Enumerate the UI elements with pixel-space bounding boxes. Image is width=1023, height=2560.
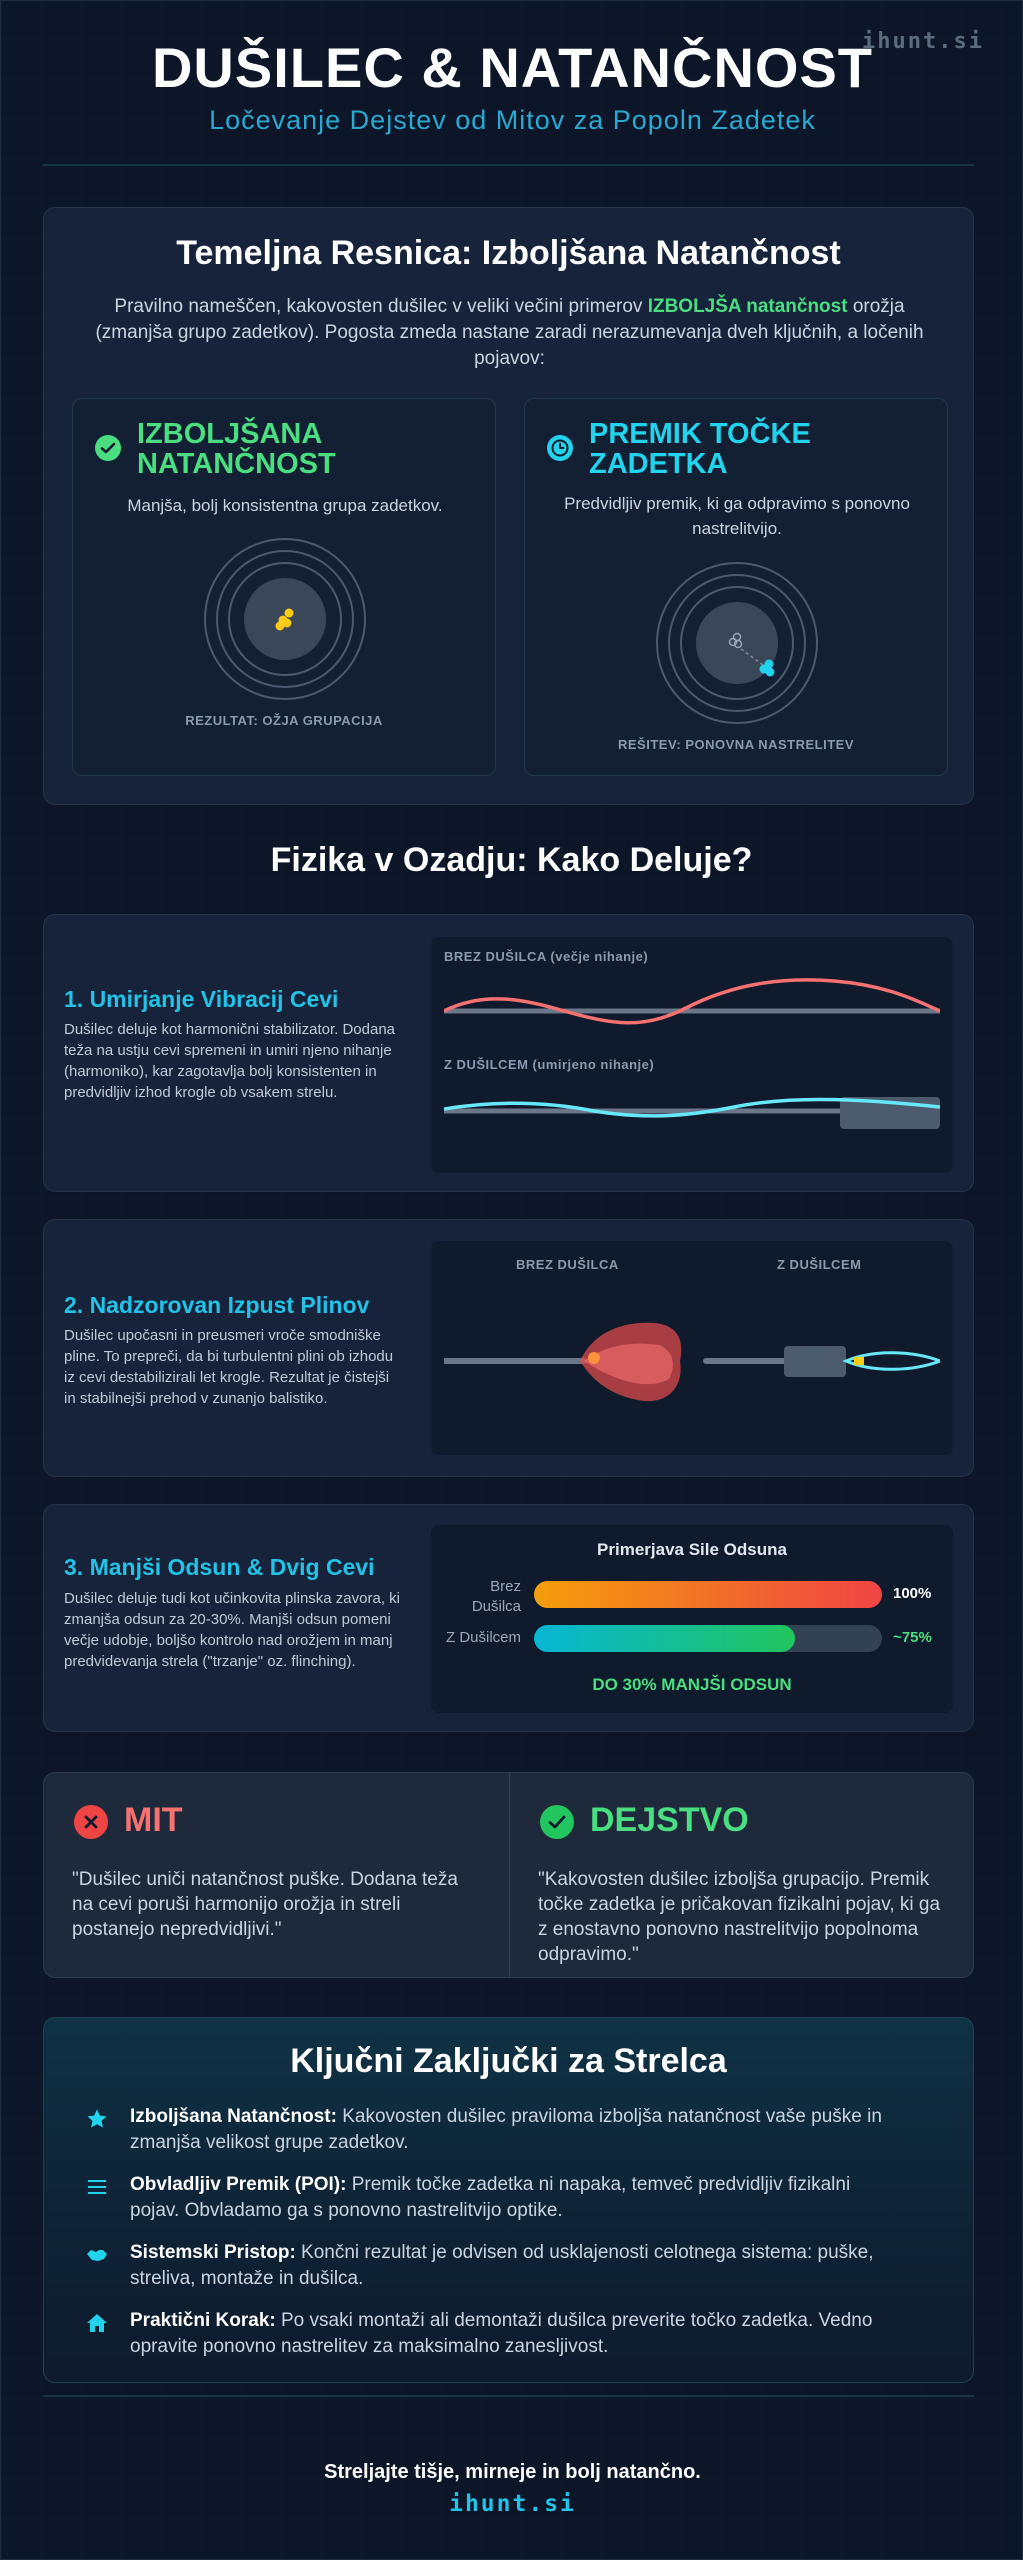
gas-comparison-icon [444, 1322, 940, 1402]
sliders-icon [88, 2180, 106, 2194]
takeaway-text: Po vsaki montaži ali demontaži dušilca p… [130, 2310, 873, 2357]
physics-card-gas: 2. Nadzorovan Izpust Plinov Dušilec upoč… [43, 1219, 974, 1477]
recoil-value-with: ~75% [893, 1629, 932, 1646]
poi-shift-card: PREMIK TOČKE ZADETKA Predvidljiv premik,… [524, 398, 948, 776]
gas-visual: BREZ DUŠILCA Z DUŠILCEM [431, 1241, 953, 1455]
accuracy-description: Manjša, bolj konsistentna grupa zadetkov… [127, 496, 443, 515]
poi-shift-caption: REŠITEV: PONOVNA NASTRELITEV [618, 737, 854, 752]
takeaway-bold: Izboljšana Natančnost: [130, 2106, 337, 2127]
gas-title: 2. Nadzorovan Izpust Plinov [64, 1292, 370, 1318]
barrel-wave-large-icon [444, 978, 940, 1025]
takeaway-bold: Sistemski Pristop: [130, 2242, 296, 2263]
recoil-value-without: 100% [893, 1585, 932, 1602]
gas-label-without: BREZ DUŠILCA [516, 1257, 619, 1272]
page-subtitle: Ločevanje Dejstev od Mitov za Popoln Zad… [209, 105, 816, 135]
myth-fact-divider [509, 1773, 510, 1977]
x-circle-icon [74, 1805, 108, 1839]
recoil-bar-with [534, 1625, 795, 1652]
vibration-label-without: BREZ DUŠILCA (večje nihanje) [444, 949, 649, 964]
clock-icon [547, 435, 573, 461]
fundamental-truth-card: Temeljna Resnica: Izboljšana Natančnost … [43, 207, 974, 805]
physics-title: Fizika v Ozadju: Kako Deluje? [270, 841, 753, 879]
vibration-label-with: Z DUŠILCEM (umirjeno nihanje) [444, 1057, 655, 1072]
barrel-wave-small-icon [444, 1097, 940, 1129]
target-shifted-group-icon [656, 562, 818, 724]
takeaways-card: Ključni Zaključki za Strelca Izboljšana … [43, 2017, 974, 2383]
recoil-bar-label-without: Brez Dušilca [471, 1578, 521, 1615]
accuracy-caption: REZULTAT: OŽJA GRUPACIJA [185, 713, 383, 728]
takeaway-item: Praktični Korak: Po vsaki montaži ali de… [87, 2308, 890, 2360]
takeaway-bold: Praktični Korak: [130, 2310, 276, 2331]
footer-tagline: Streljajte tišje, mirneje in bolj natanč… [324, 2461, 701, 2483]
poi-shift-description: Predvidljiv premik, ki ga odpravimo s po… [564, 494, 910, 538]
intro-text-end: orožja (zmanjša grupo zadetkov). Pogosta… [95, 296, 924, 369]
recoil-text: Dušilec deluje tudi kot učinkovita plins… [64, 1590, 400, 1670]
brand-logo-top: ihunt.si [862, 29, 984, 54]
fundamental-title: Temeljna Resnica: Izboljšana Natančnost [176, 234, 841, 272]
target-tight-group-icon [204, 538, 366, 700]
vibration-text: Dušilec deluje kot harmonični stabilizat… [64, 1021, 396, 1101]
recoil-title: 3. Manjši Odsun & Dvig Cevi [64, 1554, 375, 1580]
recoil-chart-title: Primerjava Sile Odsuna [597, 1540, 787, 1559]
poi-shift-title: PREMIK TOČKE ZADETKA [589, 418, 811, 480]
myth-title: MIT [124, 1801, 183, 1839]
home-icon [87, 2314, 107, 2332]
takeaway-item: Sistemski Pristop: Končni rezultat je od… [87, 2240, 890, 2292]
vibration-title: 1. Umirjanje Vibracij Cevi [64, 986, 339, 1012]
gas-text: Dušilec upočasni in preusmeri vroče smod… [64, 1327, 394, 1407]
accuracy-card: IZBOLJŠANA NATANČNOST Manjša, bolj konsi… [72, 398, 496, 776]
takeaway-item: Izboljšana Natančnost: Kakovosten dušile… [87, 2104, 890, 2156]
check-circle-icon [95, 435, 121, 461]
page-title: DUŠILEC & NATANČNOST [151, 36, 873, 99]
vibration-visual: BREZ DUŠILCA (večje nihanje) Z DUŠILCEM … [431, 937, 953, 1173]
fact-text: "Kakovosten dušilec izboljša grupacijo. … [538, 1869, 941, 1965]
fundamental-intro: Pravilno nameščen, kakovosten dušilec v … [84, 294, 935, 372]
fact-title: DEJSTVO [590, 1801, 749, 1839]
recoil-bar-without [534, 1581, 882, 1608]
intro-text-start: Pravilno nameščen, kakovosten dušilec v … [114, 296, 648, 317]
recoil-bar-track-with [534, 1625, 882, 1652]
recoil-chart: Primerjava Sile Odsuna Brez Dušilca 100%… [431, 1525, 953, 1713]
star-icon [87, 2109, 107, 2128]
physics-card-recoil: 3. Manjši Odsun & Dvig Cevi Dušilec delu… [43, 1504, 974, 1732]
myth-text: "Dušilec uniči natančnost puške. Dodana … [72, 1869, 458, 1940]
recoil-bar-track-without [534, 1581, 882, 1608]
takeaway-item: Obvladljiv Premik (POI): Premik točke za… [88, 2172, 890, 2224]
header-divider [43, 164, 974, 166]
myth-fact-card: MIT "Dušilec uniči natančnost puške. Dod… [43, 1772, 974, 1978]
takeaway-text: Kakovosten dušilec praviloma izboljša na… [130, 2106, 882, 2153]
accuracy-title: IZBOLJŠANA NATANČNOST [137, 418, 336, 480]
takeaways-title: Ključni Zaključki za Strelca [290, 2042, 727, 2080]
physics-card-vibration: 1. Umirjanje Vibracij Cevi Dušilec deluj… [43, 914, 974, 1192]
handshake-icon [87, 2250, 107, 2261]
recoil-bar-label-with: Z Dušilcem [445, 1629, 521, 1646]
takeaway-bold: Obvladljiv Premik (POI): [130, 2174, 347, 2195]
takeaway-text: Končni rezultat je odvisen od usklajenos… [130, 2242, 874, 2289]
footer-brand[interactable]: ihunt.si [449, 2491, 576, 2517]
recoil-conclusion: DO 30% MANJŠI ODSUN [592, 1675, 792, 1694]
gas-label-with: Z DUŠILCEM [777, 1257, 862, 1272]
footer-divider [43, 2395, 974, 2397]
takeaway-text: Premik točke zadetka ni napaka, temveč p… [130, 2174, 851, 2221]
check-circle-icon [540, 1805, 574, 1839]
intro-highlight: IZBOLJŠA natančnost [647, 296, 848, 317]
